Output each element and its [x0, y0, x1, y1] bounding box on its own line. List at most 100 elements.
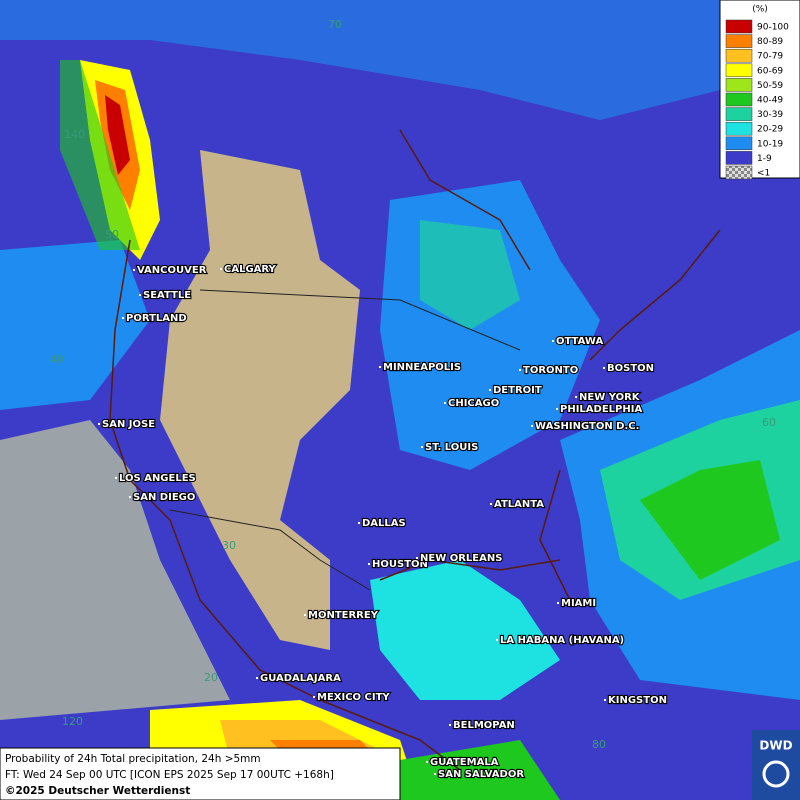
city-marker [449, 724, 451, 726]
city-label: PORTLAND [126, 313, 187, 324]
logo-icon [762, 760, 790, 788]
legend-label: <1 [757, 169, 770, 179]
city-marker [490, 503, 492, 505]
legend-label: 60-69 [757, 66, 783, 76]
graticule-label: 50 [105, 228, 119, 241]
city-marker [98, 423, 100, 425]
legend-swatch [725, 19, 753, 34]
city-label: ATLANTA [494, 499, 544, 510]
city-label: BOSTON [607, 363, 654, 374]
city-marker [434, 773, 436, 775]
city-marker [557, 602, 559, 604]
city-marker [421, 446, 423, 448]
legend-unit: (%) [752, 5, 768, 15]
city-marker [552, 340, 554, 342]
graticule-label: 140 [64, 128, 85, 141]
city-marker [129, 496, 131, 498]
city-label: DALLAS [362, 518, 406, 529]
graticule-label: 120 [62, 715, 83, 728]
city-label: OTTAWA [556, 336, 603, 347]
city-marker [256, 677, 258, 679]
city-marker [556, 408, 558, 410]
graticule-label: 70 [328, 18, 342, 31]
city-marker [531, 425, 533, 427]
graticule-label: 40 [50, 353, 64, 366]
city-label: TORONTO [523, 365, 578, 376]
city-label: MEXICO CITY [317, 692, 390, 703]
city-marker [368, 563, 370, 565]
legend-label: 1-9 [757, 154, 772, 164]
city-marker [122, 317, 124, 319]
city-marker [379, 366, 381, 368]
city-marker [519, 369, 521, 371]
city-label: SAN DIEGO [133, 492, 195, 503]
city-marker [416, 557, 418, 559]
city-marker [358, 522, 360, 524]
legend-swatch [725, 121, 753, 136]
logo: DWD [752, 730, 800, 800]
city-label: NEW YORK [579, 392, 641, 403]
city-marker [444, 402, 446, 404]
city-label: MONTERREY [308, 610, 379, 621]
footer-copyright: ©2025 Deutscher Wetterdienst [5, 785, 190, 797]
city-marker [604, 699, 606, 701]
map-labels: VANCOUVER CALGARY SEATTLE PORTLAND MINNEAPOL… [50, 18, 776, 781]
city-marker [115, 477, 117, 479]
logo-box [752, 730, 800, 800]
footer-line: Probability of 24h Total precipitation, … [5, 753, 261, 765]
legend-label: 70-79 [757, 52, 783, 62]
city-label: SAN JOSE [102, 419, 155, 430]
logo-text: DWD [759, 739, 792, 753]
graticule-label: 80 [592, 738, 606, 751]
city-label: MINNEAPOLIS [383, 362, 461, 373]
legend-swatch [725, 151, 753, 165]
city-marker [603, 367, 605, 369]
legend-label: 10-19 [757, 139, 783, 149]
legend-rows: 90-100 80-89 70-79 60-69 50-59 40-49 30-39 20-2… [725, 19, 789, 180]
legend-label: 20-29 [757, 125, 783, 135]
city-marker [489, 389, 491, 391]
legend-swatch [725, 34, 753, 48]
legend-label: 80-89 [757, 37, 783, 47]
city-label: SEATTLE [143, 290, 191, 301]
city-label: VANCOUVER [137, 265, 207, 276]
graticule-label: 30 [222, 539, 236, 552]
city-label: NEW ORLEANS [420, 553, 502, 564]
city-label: KINGSTON [608, 695, 667, 706]
graticule-label: 20 [204, 671, 218, 684]
city-label: GUADALAJARA [260, 673, 341, 684]
city-marker [496, 639, 498, 641]
city-label: ST. LOUIS [425, 442, 478, 453]
city-marker [220, 268, 222, 270]
legend-swatch [725, 165, 753, 180]
city-marker [304, 614, 306, 616]
city-label: CHICAGO [448, 398, 499, 409]
city-marker [313, 696, 315, 698]
city-marker [139, 294, 141, 296]
graticule-label: 60 [762, 416, 776, 429]
city-label: LOS ANGELES [119, 473, 196, 484]
city-label: PHILADELPHIA [560, 404, 642, 415]
legend-swatch [725, 136, 753, 151]
legend-label: 50-59 [757, 81, 783, 91]
legend: (%) 90-100 80-89 70-79 60-69 50-59 40-49 30-39… [719, 0, 800, 180]
city-label: BELMOPAN [453, 720, 515, 731]
city-label: DETROIT [493, 385, 542, 396]
city-marker [426, 761, 428, 763]
city-label: HOUSTON [372, 559, 428, 570]
city-marker [575, 396, 577, 398]
legend-swatch [725, 78, 753, 92]
city-label: WASHINGTON D.C. [535, 421, 639, 432]
legend-swatch [725, 63, 753, 78]
footer-line: FT: Wed 24 Sep 00 UTC [ICON EPS 2025 Sep… [5, 769, 334, 781]
legend-label: 30-39 [757, 110, 783, 120]
city-marker [133, 269, 135, 271]
city-label: GUATEMALA [430, 757, 499, 768]
legend-swatch [725, 92, 753, 107]
footer: Probability of 24h Total precipitation, … [0, 747, 401, 800]
footer-box [0, 747, 401, 800]
legend-label: 40-49 [757, 96, 783, 106]
legend-swatch [725, 48, 753, 63]
